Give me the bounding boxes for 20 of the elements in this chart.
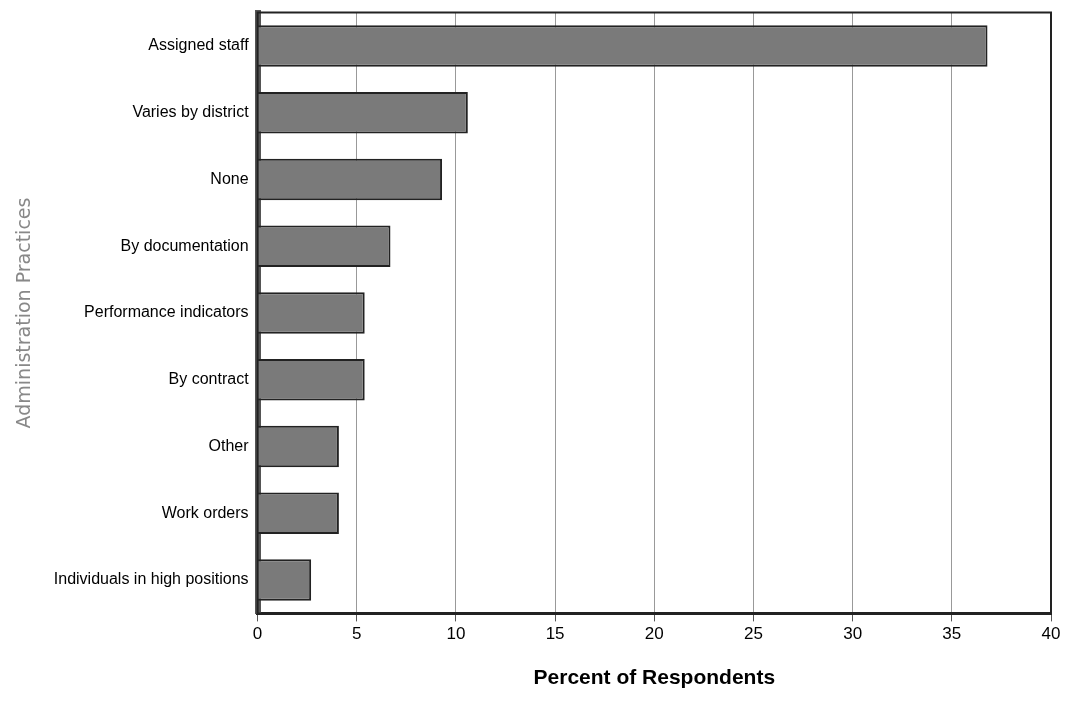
y-tick-label: None — [210, 169, 249, 187]
x-tick-label: 0 — [252, 624, 263, 644]
y-axis-title: Administration Practices — [12, 197, 35, 429]
y-tick-label: Work orders — [161, 503, 249, 521]
x-tick-label: 35 — [942, 624, 962, 644]
x-axis-title: Percent of Respondents — [533, 665, 776, 689]
y-tick-label: By contract — [168, 370, 250, 388]
x-tick-label: 10 — [446, 624, 466, 644]
y-tick-label: By documentation — [120, 236, 249, 254]
x-tick-label: 5 — [352, 624, 362, 644]
y-tick-label: Assigned staff — [148, 36, 250, 54]
x-tick-label: 40 — [1041, 624, 1061, 644]
x-tick-label: 30 — [843, 624, 863, 644]
x-tick-label: 25 — [744, 624, 763, 644]
x-tick-label: 20 — [644, 624, 664, 644]
y-tick-label: Varies by district — [132, 103, 250, 121]
x-tick-label: 15 — [545, 624, 565, 644]
y-tick-label: Performance indicators — [84, 303, 249, 321]
y-tick-label: Individuals in high positions — [53, 570, 249, 588]
y-tick-label: Other — [208, 436, 250, 454]
